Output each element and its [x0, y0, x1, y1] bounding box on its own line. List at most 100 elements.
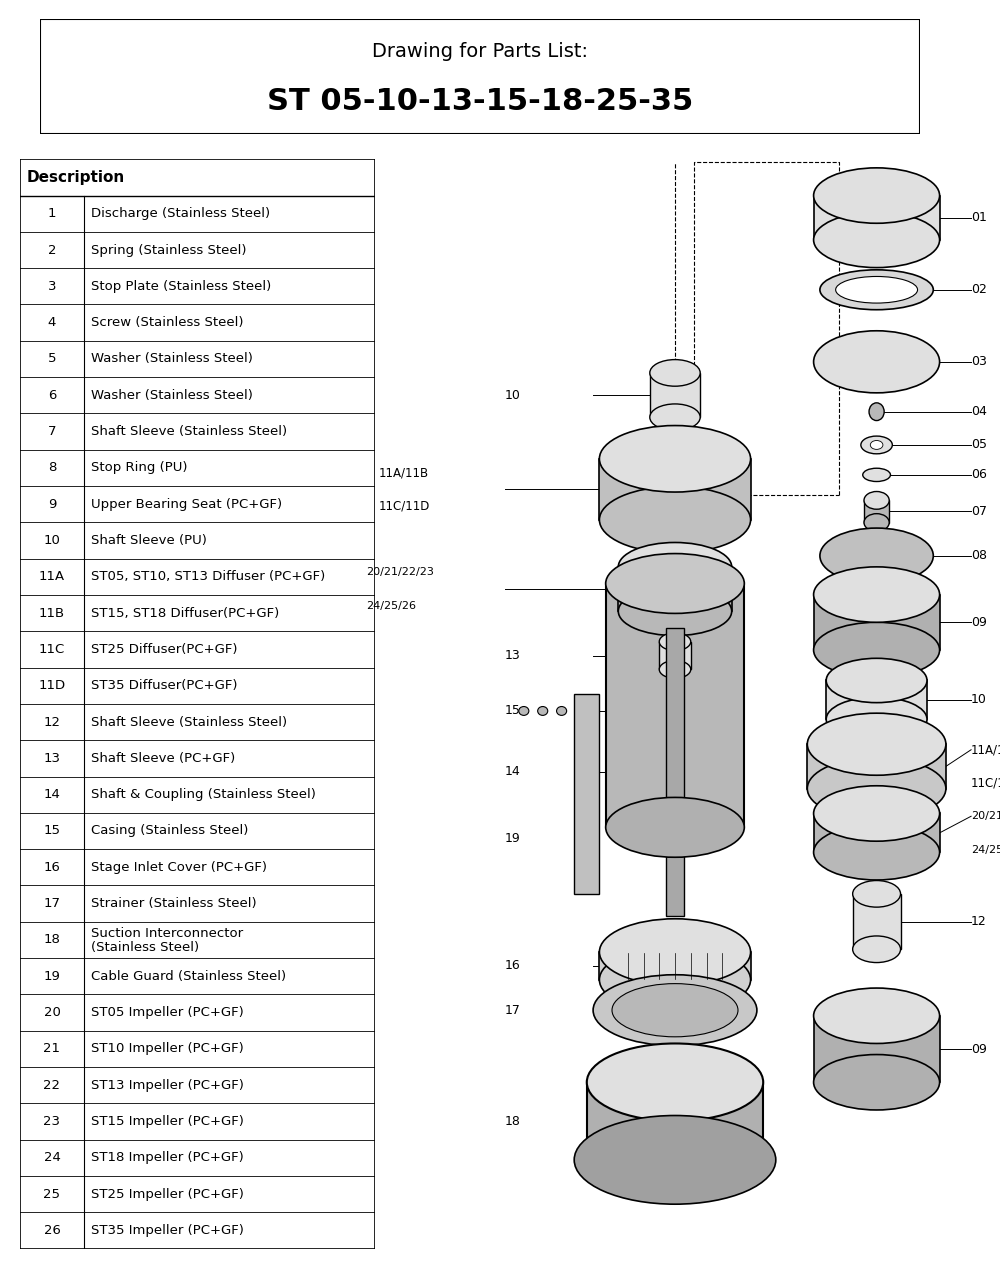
- Ellipse shape: [519, 707, 529, 716]
- Text: 1: 1: [48, 208, 56, 220]
- Ellipse shape: [814, 168, 940, 223]
- Bar: [659, 642, 691, 669]
- Text: 07: 07: [971, 505, 987, 519]
- Text: ST 05-10-13-15-18-25-35: ST 05-10-13-15-18-25-35: [267, 87, 693, 116]
- Text: 08: 08: [971, 549, 987, 562]
- Text: 14: 14: [44, 789, 60, 801]
- Ellipse shape: [814, 786, 940, 841]
- Ellipse shape: [814, 1055, 940, 1110]
- Bar: [650, 373, 700, 417]
- Ellipse shape: [826, 659, 927, 703]
- Text: 02: 02: [971, 283, 987, 297]
- Text: Spring (Stainless Steel): Spring (Stainless Steel): [91, 243, 246, 256]
- Bar: [666, 628, 684, 916]
- Text: 11B: 11B: [39, 606, 65, 619]
- Text: 24: 24: [44, 1152, 60, 1164]
- Bar: [606, 583, 744, 827]
- Text: ST05 Impeller (PC+GF): ST05 Impeller (PC+GF): [91, 1006, 244, 1019]
- Text: 2: 2: [48, 243, 56, 256]
- Text: 19: 19: [505, 832, 521, 845]
- Ellipse shape: [864, 513, 889, 531]
- Ellipse shape: [606, 798, 744, 857]
- Text: 3: 3: [48, 280, 56, 293]
- Ellipse shape: [612, 984, 738, 1037]
- Ellipse shape: [814, 331, 940, 392]
- Ellipse shape: [650, 404, 700, 431]
- Ellipse shape: [853, 880, 901, 907]
- Text: 16: 16: [505, 959, 521, 972]
- Text: 20/21/22/23: 20/21/22/23: [971, 812, 1000, 822]
- Ellipse shape: [599, 487, 751, 553]
- Text: ST15 Impeller (PC+GF): ST15 Impeller (PC+GF): [91, 1115, 244, 1127]
- Ellipse shape: [618, 543, 732, 591]
- Text: 09: 09: [971, 1042, 987, 1056]
- Text: 16: 16: [44, 861, 60, 874]
- Text: 11A/11B: 11A/11B: [379, 466, 429, 479]
- Text: 11A: 11A: [39, 571, 65, 583]
- Ellipse shape: [814, 567, 940, 622]
- Text: 15: 15: [43, 824, 60, 837]
- Text: 05: 05: [971, 438, 987, 451]
- Text: Shaft Sleeve (PC+GF): Shaft Sleeve (PC+GF): [91, 752, 235, 764]
- Text: Discharge (Stainless Steel): Discharge (Stainless Steel): [91, 208, 270, 220]
- Text: Washer (Stainless Steel): Washer (Stainless Steel): [91, 389, 253, 401]
- Text: ST10 Impeller (PC+GF): ST10 Impeller (PC+GF): [91, 1042, 244, 1055]
- Bar: [826, 680, 927, 720]
- Text: 4: 4: [48, 316, 56, 329]
- Ellipse shape: [659, 633, 691, 651]
- Text: 24/25/26: 24/25/26: [366, 600, 416, 610]
- Ellipse shape: [820, 527, 933, 583]
- Bar: [807, 744, 946, 789]
- Ellipse shape: [870, 441, 883, 450]
- Text: 6: 6: [48, 389, 56, 401]
- FancyBboxPatch shape: [40, 19, 920, 134]
- Ellipse shape: [587, 1121, 763, 1199]
- Text: 11C/11D: 11C/11D: [971, 776, 1000, 790]
- Text: 14: 14: [505, 766, 521, 778]
- Text: 20: 20: [44, 1006, 60, 1019]
- Ellipse shape: [814, 622, 940, 678]
- Text: 25: 25: [43, 1187, 60, 1200]
- Text: Stage Inlet Cover (PC+GF): Stage Inlet Cover (PC+GF): [91, 861, 267, 874]
- Ellipse shape: [820, 270, 933, 310]
- Text: Upper Bearing Seat (PC+GF): Upper Bearing Seat (PC+GF): [91, 498, 282, 511]
- Text: 11C: 11C: [39, 643, 65, 656]
- Ellipse shape: [814, 989, 940, 1043]
- Text: 12: 12: [43, 716, 60, 729]
- Ellipse shape: [836, 276, 918, 303]
- Ellipse shape: [814, 824, 940, 880]
- Bar: [814, 814, 940, 852]
- Text: 01: 01: [971, 211, 987, 224]
- Text: Drawing for Parts List:: Drawing for Parts List:: [372, 42, 588, 61]
- Ellipse shape: [861, 436, 892, 454]
- Text: Stop Plate (Stainless Steel): Stop Plate (Stainless Steel): [91, 280, 271, 293]
- Text: 19: 19: [44, 970, 60, 982]
- Ellipse shape: [863, 469, 890, 482]
- Text: ST35 Impeller (PC+GF): ST35 Impeller (PC+GF): [91, 1224, 244, 1237]
- Ellipse shape: [618, 587, 732, 636]
- Ellipse shape: [557, 707, 567, 716]
- Text: 18: 18: [505, 1115, 521, 1127]
- Text: 18: 18: [44, 934, 60, 947]
- Text: 09: 09: [971, 615, 987, 629]
- Text: 11A/11B: 11A/11B: [971, 743, 1000, 757]
- Text: 22: 22: [43, 1079, 60, 1092]
- Text: ST35 Diffuser(PC+GF): ST35 Diffuser(PC+GF): [91, 679, 238, 692]
- Text: Cable Guard (Stainless Steel): Cable Guard (Stainless Steel): [91, 970, 286, 982]
- Text: Shaft Sleeve (Stainless Steel): Shaft Sleeve (Stainless Steel): [91, 426, 287, 438]
- Bar: [618, 567, 732, 612]
- Ellipse shape: [599, 919, 751, 985]
- Bar: [853, 894, 901, 949]
- Ellipse shape: [599, 426, 751, 492]
- Ellipse shape: [864, 492, 889, 510]
- Bar: [574, 694, 599, 894]
- Text: 17: 17: [43, 897, 60, 910]
- Ellipse shape: [599, 947, 751, 1013]
- Text: 23: 23: [43, 1115, 60, 1127]
- FancyBboxPatch shape: [20, 159, 375, 1249]
- Text: 24/25/26: 24/25/26: [971, 845, 1000, 855]
- Text: 20/21/22/23: 20/21/22/23: [366, 567, 434, 577]
- Bar: [814, 1015, 940, 1083]
- Ellipse shape: [826, 697, 927, 741]
- Bar: [587, 1082, 763, 1159]
